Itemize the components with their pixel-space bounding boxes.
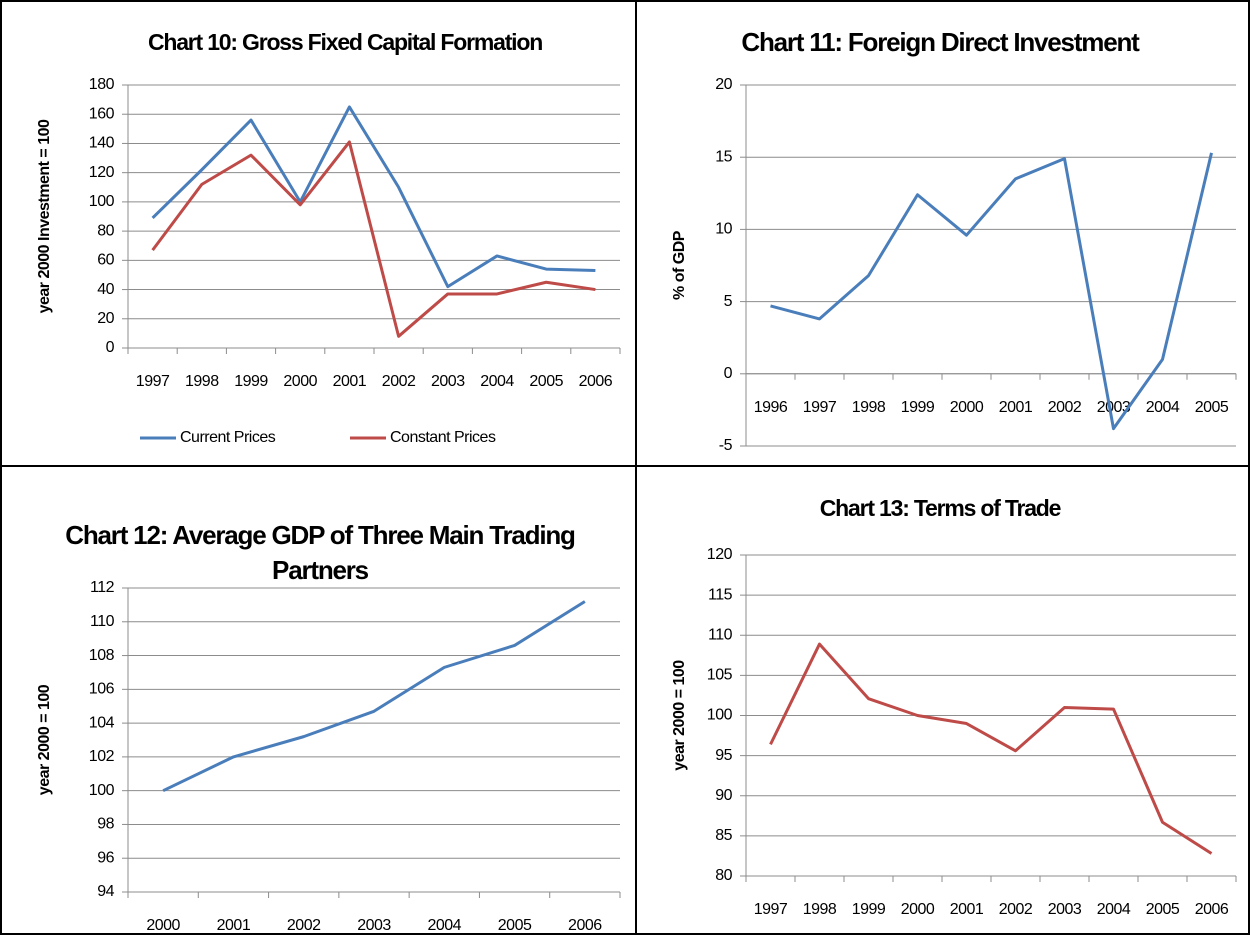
y-tick-label: 110 <box>708 626 733 643</box>
x-tick-label: 2000 <box>146 917 180 934</box>
x-tick-label: 2001 <box>999 399 1033 416</box>
y-tick-label: 98 <box>97 816 114 833</box>
x-tick-label: 2003 <box>1097 399 1131 416</box>
x-tick-label: 1998 <box>185 373 219 390</box>
y-tick-label: 20 <box>715 76 732 93</box>
x-tick-label: 1997 <box>803 399 837 416</box>
x-tick-label: 2005 <box>1146 901 1180 918</box>
y-tick-label: 5 <box>724 293 733 310</box>
y-tick-label: 80 <box>715 867 732 884</box>
y-tick-label: 10 <box>715 221 732 238</box>
legend-label: Current Prices <box>180 429 276 446</box>
y-tick-label: 105 <box>707 667 733 684</box>
x-tick-label: 2002 <box>287 917 321 934</box>
y-tick-label: 95 <box>715 747 732 764</box>
x-tick-label: 2005 <box>529 373 563 390</box>
y-tick-label: -5 <box>719 437 733 454</box>
x-tick-label: 2004 <box>427 917 461 934</box>
x-tick-label: 2000 <box>950 399 984 416</box>
series-line <box>151 105 596 289</box>
x-tick-label: 2002 <box>999 901 1033 918</box>
y-tick-label: 85 <box>715 827 732 844</box>
x-tick-label: 2006 <box>568 917 602 934</box>
chart-title: Chart 12: Average GDP of Three Main Trad… <box>65 520 576 585</box>
x-tick-label: 1999 <box>901 399 935 416</box>
y-tick-label: 120 <box>707 546 733 563</box>
x-tick-label: 2005 <box>498 917 532 934</box>
y-tick-label: 60 <box>97 252 114 269</box>
chart-title: Chart 11: Foreign Direct Investment <box>741 27 1139 57</box>
y-axis-label: year 2000 = 100 <box>671 660 688 771</box>
y-tick-label: 100 <box>707 707 733 724</box>
x-tick-label: 2001 <box>217 917 251 934</box>
series-line <box>769 642 1213 855</box>
y-tick-label: 108 <box>89 647 115 664</box>
x-tick-label: 2000 <box>901 901 935 918</box>
x-tick-label: 2003 <box>357 917 391 934</box>
y-tick-label: 100 <box>89 193 115 210</box>
x-tick-label: 2004 <box>1097 901 1131 918</box>
y-tick-label: 110 <box>90 613 115 630</box>
x-tick-label: 1997 <box>754 901 788 918</box>
y-tick-label: 94 <box>97 883 114 900</box>
chart-title: Chart 13: Terms of Trade <box>819 495 1062 521</box>
x-tick-label: 2004 <box>480 373 514 390</box>
x-tick-label: 2004 <box>1146 399 1180 416</box>
y-tick-label: 104 <box>89 714 115 731</box>
x-tick-label: 1998 <box>852 399 886 416</box>
y-tick-label: 115 <box>708 586 733 603</box>
y-tick-label: 90 <box>715 787 732 804</box>
y-axis-label: year 2000 = 100 <box>36 684 53 795</box>
x-tick-label: 1999 <box>852 901 886 918</box>
y-tick-label: 160 <box>89 105 115 122</box>
y-tick-label: 96 <box>97 849 114 866</box>
series-line <box>770 152 1213 431</box>
y-tick-label: 120 <box>89 164 115 181</box>
x-tick-label: 1998 <box>803 901 837 918</box>
legend-label: Constant Prices <box>390 429 496 446</box>
x-tick-label: 2002 <box>382 373 416 390</box>
y-tick-label: 20 <box>97 310 114 327</box>
y-tick-label: 106 <box>89 681 115 698</box>
y-tick-label: 0 <box>106 339 115 356</box>
y-tick-label: 102 <box>89 748 115 765</box>
y-tick-label: 80 <box>97 222 114 239</box>
y-tick-label: 40 <box>97 281 114 298</box>
x-tick-label: 2006 <box>1195 901 1229 918</box>
x-tick-label: 2001 <box>333 373 367 390</box>
x-tick-label: 2006 <box>579 373 613 390</box>
y-tick-label: 180 <box>89 76 115 93</box>
x-tick-label: 2002 <box>1048 399 1082 416</box>
series-line <box>162 600 586 793</box>
x-tick-label: 2003 <box>431 373 465 390</box>
y-axis-label: year 2000 Investment = 100 <box>36 119 53 313</box>
x-tick-label: 2003 <box>1048 901 1082 918</box>
x-tick-label: 2000 <box>283 373 317 390</box>
x-tick-label: 1999 <box>234 373 268 390</box>
chart-title: Chart 10: Gross Fixed Capital Formation <box>147 29 543 55</box>
series-line <box>151 140 596 338</box>
y-tick-label: 140 <box>89 135 115 152</box>
y-tick-label: 112 <box>90 579 115 596</box>
x-tick-label: 1997 <box>136 373 170 390</box>
y-tick-label: 100 <box>89 782 115 799</box>
x-tick-label: 2001 <box>950 901 984 918</box>
y-tick-label: 0 <box>724 365 733 382</box>
y-axis-label: % of GDP <box>671 230 688 300</box>
x-tick-label: 2005 <box>1195 399 1229 416</box>
x-tick-label: 1996 <box>754 399 788 416</box>
y-tick-label: 15 <box>715 148 732 165</box>
